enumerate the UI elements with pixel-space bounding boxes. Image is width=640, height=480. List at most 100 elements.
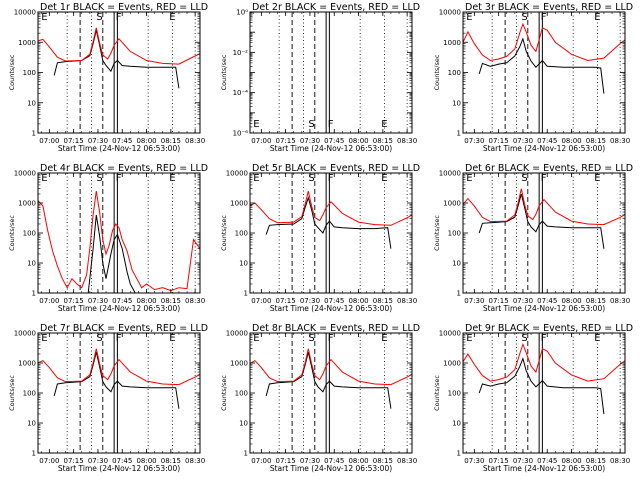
y-tick-label: 1 xyxy=(32,290,36,298)
flare-marker-e: E xyxy=(169,333,175,344)
x-tick-label: 07:30 xyxy=(88,457,108,465)
x-tick-label: 07:45 xyxy=(537,137,557,145)
detector-panel-9: 1 10 100 1000 10000 07:30 07:15 07:30 07:45 08:00… xyxy=(433,323,633,473)
flare-marker-e: E xyxy=(594,333,600,344)
x-tick-label: 07:30 xyxy=(513,297,533,305)
detector-panel-1: 1 10 100 1000 10000 07:00 07:15 07:30 07:45 08:00… xyxy=(8,2,208,153)
series-line-lld xyxy=(462,22,626,62)
series-line-lld xyxy=(249,190,413,226)
y-tick-label: 1000 xyxy=(18,200,36,208)
x-tick-label: 07:30 xyxy=(300,297,320,305)
x-tick-label: 08:15 xyxy=(586,457,606,465)
x-tick-label: 08:00 xyxy=(348,297,368,305)
panel-title: Det 5r BLACK = Events, RED = LLD xyxy=(252,163,420,174)
detector-panel-2: 10⁰ 10⁻² 10⁻⁴ 10⁻⁶07:00 07:15 07:30 07:45 08:00… xyxy=(220,2,420,153)
flare-marker-s: S xyxy=(521,173,527,184)
x-axis-label: Start Time (24-Nov-12 06:53:00) xyxy=(270,464,392,473)
plot-frame xyxy=(462,332,626,454)
x-tick-label: 08:00 xyxy=(348,457,368,465)
x-tick-label: 07:15 xyxy=(276,457,296,465)
y-axis-label: Counts/sec xyxy=(220,215,228,251)
y-tick-label: 10⁻⁴ xyxy=(233,89,249,97)
y-tick-label: 10⁻² xyxy=(233,49,249,57)
y-tick-label: 100 xyxy=(23,230,36,238)
panel-title: Det 3r BLACK = Events, RED = LLD xyxy=(465,2,633,13)
x-axis-label: Start Time (24-Nov-12 06:53:00) xyxy=(58,464,180,473)
x-tick-label: 07:15 xyxy=(64,457,84,465)
x-tick-label: 07:45 xyxy=(324,137,344,145)
x-axis-label: Start Time (24-Nov-12 06:53:00) xyxy=(483,464,605,473)
x-tick-label: 08:00 xyxy=(561,457,581,465)
panel-title: Det 1r BLACK = Events, RED = LLD xyxy=(40,2,208,13)
y-tick-label: 1 xyxy=(457,130,461,138)
y-tick-label: 10000 xyxy=(14,170,36,178)
x-tick-label: 08:15 xyxy=(586,137,606,145)
y-tick-label: 10000 xyxy=(439,330,461,338)
x-tick-label: 08:00 xyxy=(348,137,368,145)
flare-marker-s: S xyxy=(96,333,102,344)
y-tick-label: 10 xyxy=(27,260,36,268)
plot-frame xyxy=(462,172,626,294)
y-tick-label: 1000 xyxy=(18,360,36,368)
y-tick-label: 10 xyxy=(452,260,461,268)
panel-title: Det 7r BLACK = Events, RED = LLD xyxy=(40,323,208,334)
y-tick-label: 100 xyxy=(23,390,36,398)
y-axis-label: Counts/sec xyxy=(8,215,16,251)
y-axis-label: Counts/sec xyxy=(8,375,16,411)
y-axis-label: Counts/sec xyxy=(433,54,441,90)
detector-panel-7: 1 10 100 1000 10000 07:00 07:15 07:30 07:45 08:00… xyxy=(8,323,208,473)
x-tick-label: 07:30 xyxy=(88,137,108,145)
x-tick-label: 08:00 xyxy=(136,457,156,465)
flare-marker-e: E xyxy=(466,12,472,23)
x-tick-label: 08:15 xyxy=(586,297,606,305)
flare-marker-f: F xyxy=(541,173,547,184)
flare-marker-e: E xyxy=(594,173,600,184)
y-tick-label: 1000 xyxy=(18,39,36,47)
plot-frame xyxy=(249,332,413,454)
flare-marker-e: E xyxy=(41,333,47,344)
panel-title: Det 4r BLACK = Events, RED = LLD xyxy=(40,163,208,174)
plot-frame xyxy=(249,11,413,134)
x-tick-label: 08:15 xyxy=(161,137,181,145)
series-line-events xyxy=(478,357,605,415)
flare-marker-f: F xyxy=(328,119,334,130)
y-tick-label: 1 xyxy=(32,130,36,138)
y-tick-label: 10 xyxy=(452,420,461,428)
panel-title: Det 6r BLACK = Events, RED = LLD xyxy=(465,163,633,174)
x-tick-label: 07:45 xyxy=(537,457,557,465)
y-tick-label: 1 xyxy=(32,450,36,458)
flare-marker-e: E xyxy=(169,173,175,184)
flare-marker-s: S xyxy=(521,333,527,344)
y-tick-label: 10000 xyxy=(439,9,461,17)
x-tick-label: 07:45 xyxy=(324,297,344,305)
y-tick-label: 10000 xyxy=(14,9,36,17)
x-tick-label: 08:30 xyxy=(185,137,205,145)
x-tick-label: 07:00 xyxy=(251,297,271,305)
x-tick-label: 08:30 xyxy=(610,137,630,145)
plot-frame xyxy=(249,172,413,294)
flare-marker-f: F xyxy=(116,12,122,23)
series-line-events xyxy=(265,195,392,249)
series-line-lld xyxy=(37,348,201,386)
x-tick-label: 07:45 xyxy=(112,457,132,465)
flare-marker-e: E xyxy=(253,333,259,344)
x-tick-label: 07:00 xyxy=(39,297,59,305)
plot-frame xyxy=(37,11,201,134)
x-tick-label: 08:30 xyxy=(397,457,417,465)
x-tick-label: 07:30 xyxy=(513,137,533,145)
y-tick-label: 10 xyxy=(239,260,248,268)
flare-marker-e: E xyxy=(381,173,387,184)
detector-panel-3: 1 10 100 1000 10000 07:30 07:15 07:30 07:45 08:00… xyxy=(433,2,633,153)
y-tick-label: 10 xyxy=(27,99,36,107)
y-tick-label: 10000 xyxy=(226,170,248,178)
flare-marker-s: S xyxy=(308,333,314,344)
detector-panel-8: 1 10 100 1000 10000 07:00 07:15 07:30 07:45 08:00… xyxy=(220,323,420,473)
flare-marker-s: S xyxy=(96,12,102,23)
y-tick-label: 10 xyxy=(452,99,461,107)
series-line-events xyxy=(53,30,180,89)
x-tick-label: 07:00 xyxy=(251,137,271,145)
x-tick-label: 08:30 xyxy=(397,297,417,305)
x-tick-label: 08:30 xyxy=(185,297,205,305)
x-tick-label: 07:30 xyxy=(300,137,320,145)
